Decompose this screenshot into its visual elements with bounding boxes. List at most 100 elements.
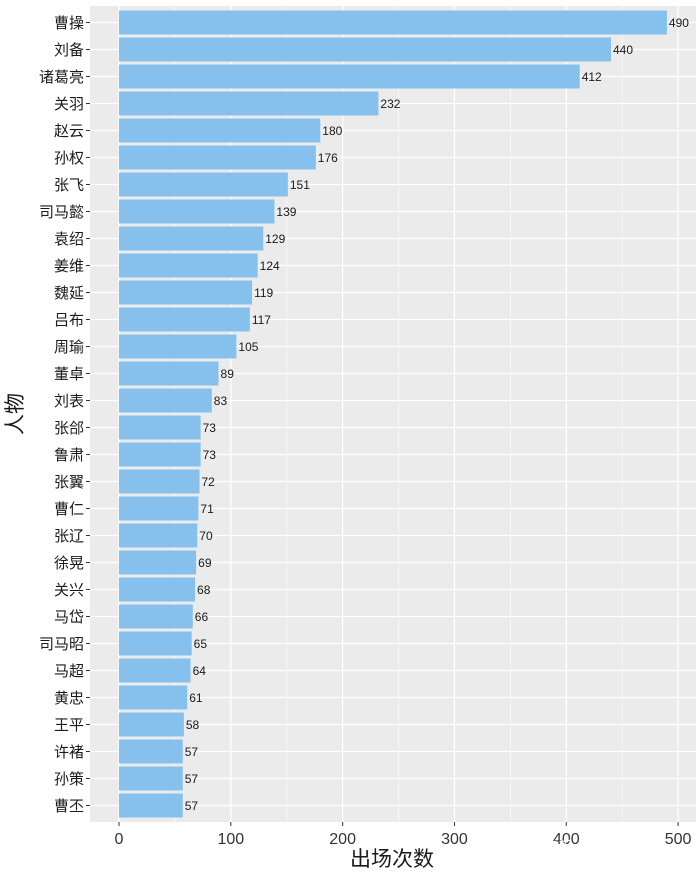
x-tick-labels: 0 100 200 300 400 500 <box>115 822 692 848</box>
category-label: 周瑜 <box>54 338 84 356</box>
category-label: 魏延 <box>54 284 84 302</box>
bar-value-label: 70 <box>199 529 213 543</box>
bar-value-label: 57 <box>185 745 199 759</box>
category-label: 张飞 <box>54 176 84 194</box>
bar-value-label: 180 <box>322 124 342 138</box>
bar-value-label: 58 <box>186 718 200 732</box>
bar <box>119 226 264 251</box>
bar <box>119 280 253 305</box>
category-label: 马岱 <box>54 608 84 626</box>
bar-value-label: 117 <box>252 313 271 327</box>
bar-value-label: 490 <box>669 16 689 30</box>
bar <box>119 10 667 35</box>
bar-value-label: 73 <box>203 421 217 435</box>
category-label: 袁绍 <box>54 230 84 248</box>
bar-value-label: 412 <box>582 70 602 84</box>
bar-value-label: 68 <box>197 583 211 597</box>
bar <box>119 37 612 62</box>
category-label: 关兴 <box>54 581 84 599</box>
category-label: 曹丕 <box>54 797 84 815</box>
category-label: 吕布 <box>54 311 84 329</box>
bar <box>119 550 197 575</box>
bar-value-label: 89 <box>221 367 235 381</box>
watermark-text: 知乎 @狗熊会 <box>543 838 638 856</box>
bar-value-label: 57 <box>185 799 199 813</box>
y-axis-title: 人物 <box>3 393 27 435</box>
bar-value-label: 72 <box>202 475 216 489</box>
bar <box>119 442 201 467</box>
category-label: 黄忠 <box>54 689 84 707</box>
bar <box>119 604 193 629</box>
bar <box>119 739 183 764</box>
x-axis-title: 出场次数 <box>350 847 434 871</box>
bars <box>119 10 667 818</box>
bar <box>119 712 184 737</box>
bar-value-label: 105 <box>238 340 258 354</box>
bar <box>119 658 191 683</box>
bar <box>119 496 199 521</box>
bar-value-label: 119 <box>254 286 273 300</box>
bar <box>119 64 580 89</box>
bar <box>119 361 219 386</box>
category-label: 曹仁 <box>54 500 84 518</box>
bar <box>119 523 198 548</box>
bar-value-label: 440 <box>613 43 633 57</box>
bar <box>119 145 316 170</box>
bar-value-label: 61 <box>189 691 203 705</box>
bar <box>119 577 196 602</box>
bar <box>119 793 183 818</box>
category-label: 曹操 <box>54 14 84 32</box>
value-labels: 490 440 412 232 180 176 151 139 129 124 119 117 1058… <box>185 16 690 813</box>
category-label: 刘备 <box>54 41 84 59</box>
x-tick-label: 400 <box>553 831 580 848</box>
bar <box>119 415 201 440</box>
category-label: 张辽 <box>54 527 84 545</box>
bar-value-label: 66 <box>195 610 209 624</box>
grid-lines <box>90 6 696 822</box>
bar <box>119 766 183 791</box>
bar <box>119 199 275 224</box>
category-label: 关羽 <box>54 95 84 113</box>
bar-value-label: 151 <box>290 178 310 192</box>
bar <box>119 91 379 116</box>
bar-value-label: 69 <box>198 556 212 570</box>
bar-value-label: 232 <box>380 97 400 111</box>
category-labels: 曹操刘备诸葛亮关羽赵云孙权张飞司马懿袁绍姜维魏延吕布周瑜董卓刘表张郃鲁肃张翼曹仁… <box>39 14 90 815</box>
category-label: 王平 <box>54 716 84 734</box>
category-label: 孙权 <box>54 149 84 167</box>
category-label: 鲁肃 <box>54 446 84 464</box>
bar <box>119 172 288 197</box>
bar-value-label: 124 <box>260 259 280 273</box>
bar-value-label: 139 <box>276 205 296 219</box>
x-tick-label: 200 <box>329 831 356 848</box>
bar-value-label: 129 <box>265 232 285 246</box>
bar <box>119 631 192 656</box>
bar <box>119 118 321 143</box>
x-tick-label: 500 <box>665 831 692 848</box>
category-label: 刘表 <box>54 392 84 410</box>
x-tick-label: 300 <box>441 831 468 848</box>
bar <box>119 469 200 494</box>
category-label: 徐晃 <box>54 554 84 572</box>
category-label: 姜维 <box>54 257 84 275</box>
bar <box>119 334 237 359</box>
bar-value-label: 65 <box>194 637 208 651</box>
bar <box>119 388 212 413</box>
bar-value-label: 73 <box>203 448 217 462</box>
category-label: 张翼 <box>54 473 84 491</box>
category-label: 司马懿 <box>39 203 84 221</box>
bar-value-label: 64 <box>193 664 207 678</box>
category-label: 司马昭 <box>39 635 84 653</box>
bar <box>119 253 258 278</box>
category-label: 张郃 <box>54 419 84 437</box>
bar <box>119 685 188 710</box>
category-label: 诸葛亮 <box>39 68 84 86</box>
x-tick-label: 100 <box>217 831 244 848</box>
category-label: 马超 <box>54 662 84 680</box>
category-label: 赵云 <box>54 122 84 140</box>
bar-value-label: 176 <box>318 151 338 165</box>
bar <box>119 307 250 332</box>
category-label: 孙策 <box>54 770 84 788</box>
category-label: 许褚 <box>54 743 84 761</box>
